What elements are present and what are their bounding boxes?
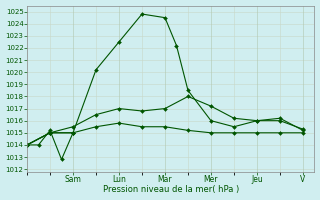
X-axis label: Pression niveau de la mer( hPa ): Pression niveau de la mer( hPa ) [103,185,239,194]
